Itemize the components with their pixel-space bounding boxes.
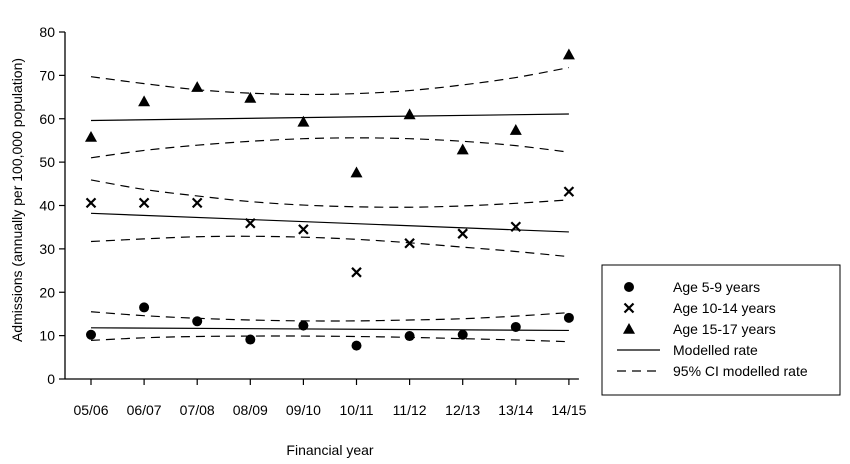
legend-marker-triangle: [623, 323, 635, 334]
data-point-triangle: [403, 108, 416, 120]
legend-label: 95% CI modelled rate: [673, 363, 808, 379]
y-tick-label: 20: [39, 284, 55, 300]
data-point-triangle: [297, 115, 310, 127]
data-point-triangle: [244, 91, 257, 103]
x-tick-label: 14/15: [551, 402, 586, 418]
data-point-cross: [563, 186, 575, 197]
legend-item: Age 5-9 years: [624, 279, 760, 295]
data-point-circle: [351, 340, 362, 351]
data-point-triangle: [85, 130, 97, 142]
x-tick-label: 07/08: [180, 402, 215, 418]
data-point-cross: [510, 221, 522, 233]
x-tick-label: 12/13: [445, 402, 480, 418]
modelled-rate-line: [90, 113, 569, 122]
x-tick-label: 06/07: [127, 402, 162, 418]
data-points: [85, 48, 575, 351]
data-point-circle: [139, 302, 150, 313]
model-lines: [90, 66, 570, 343]
data-point-circle: [404, 331, 415, 342]
data-point-circle: [86, 329, 96, 340]
x-tick-label: 10/11: [340, 402, 374, 418]
y-tick-label: 40: [39, 198, 55, 214]
data-point-triangle: [350, 166, 363, 178]
ci-line: [90, 311, 569, 322]
data-point-triangle: [562, 48, 575, 60]
data-point-triangle: [456, 143, 469, 155]
data-point-cross: [191, 197, 203, 209]
legend-item: 95% CI modelled rate: [617, 363, 808, 379]
ci-line: [90, 66, 570, 96]
legend-item: Age 10-14 years: [623, 300, 776, 316]
y-tick-label: 60: [39, 111, 55, 127]
data-point-circle: [457, 329, 468, 340]
ci-line: [90, 235, 569, 258]
y-axis-title: Admissions (annually per 100,000 populat…: [9, 58, 25, 342]
ci-line: [90, 137, 569, 159]
modelled-rate-line: [90, 212, 569, 233]
x-tick-label: 08/09: [233, 402, 268, 418]
data-point-triangle: [191, 81, 204, 92]
y-tick-label: 70: [39, 67, 55, 83]
legend: Age 5-9 years Age 10-14 years Age 15-17 ye…: [601, 264, 841, 396]
legend-item: Modelled rate: [617, 342, 758, 358]
legend-label: Age 10-14 years: [673, 300, 776, 316]
legend-label: Modelled rate: [673, 342, 758, 358]
data-point-circle: [192, 316, 203, 327]
data-point-circle: [298, 320, 309, 331]
x-axis-ticks: 05/06 06/07 07/08 08/09 09/10 10/11 11/12 12/13…: [73, 379, 587, 418]
data-point-cross: [85, 197, 97, 209]
x-axis-title: Financial year: [286, 442, 373, 458]
ci-line: [90, 335, 569, 343]
legend-label: Age 15-17 years: [673, 321, 776, 337]
legend-item: Age 15-17 years: [623, 321, 776, 337]
y-tick-label: 80: [39, 24, 55, 40]
data-point-cross: [138, 197, 150, 209]
x-tick-label: 11/12: [393, 402, 427, 418]
x-tick-label: 05/06: [73, 402, 108, 418]
y-tick-label: 0: [47, 371, 55, 387]
legend-label: Age 5-9 years: [673, 279, 760, 295]
y-axis-ticks: 0 10 20 30 40 50 60 70 80: [39, 24, 65, 387]
data-point-triangle: [138, 95, 151, 107]
data-point-cross: [457, 228, 468, 239]
data-point-circle: [245, 334, 256, 345]
legend-items: Age 5-9 years Age 10-14 years Age 15-17 ye…: [617, 279, 808, 379]
x-tick-label: 09/10: [286, 402, 321, 418]
data-point-cross: [351, 267, 362, 278]
y-tick-label: 10: [39, 328, 55, 344]
data-point-triangle: [509, 124, 522, 135]
modelled-rate-line: [90, 327, 569, 332]
legend-box: [601, 264, 841, 396]
y-tick-label: 30: [39, 241, 55, 257]
data-point-cross: [298, 224, 309, 235]
legend-marker-cross: [623, 302, 635, 314]
data-point-cross: [404, 237, 415, 249]
x-tick-label: 13/14: [498, 402, 533, 418]
data-point-circle: [563, 312, 574, 323]
data-point-cross: [245, 218, 256, 229]
legend-marker-circle: [624, 282, 634, 292]
data-point-circle: [510, 321, 521, 332]
ci-line: [90, 179, 569, 208]
y-tick-label: 50: [39, 154, 55, 170]
